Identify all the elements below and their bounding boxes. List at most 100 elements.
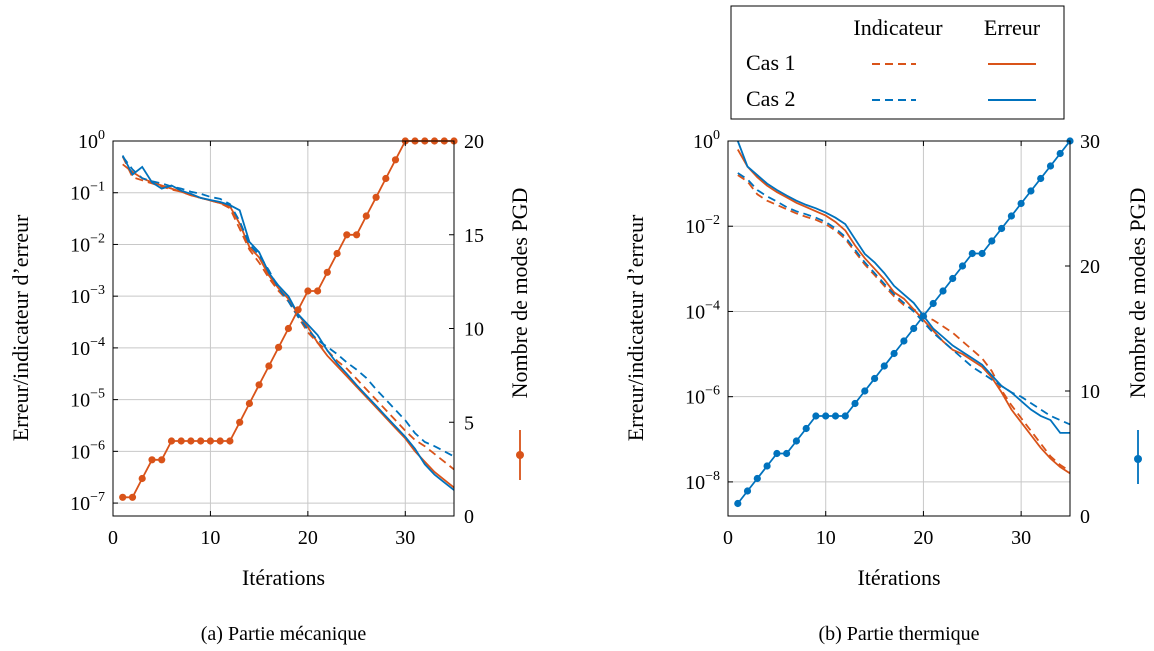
modes-marker — [792, 437, 801, 445]
y2-tick-label: 20 — [1080, 256, 1100, 278]
y2-tick-label: 0 — [464, 506, 474, 528]
y-tick-label: 100 — [78, 128, 105, 153]
modes-marker — [148, 456, 156, 464]
y2-tick-label: 5 — [464, 412, 474, 434]
modes-marker — [773, 449, 781, 458]
y-tick-label: 10−2 — [70, 231, 105, 256]
modes-marker — [255, 381, 263, 389]
axes-frame — [727, 140, 1071, 517]
y2-axis-label: Nombre de modes PGD — [507, 188, 532, 399]
legend: Indicateur Erreur Cas 1 Cas 2 — [730, 5, 1065, 120]
modes-marker — [871, 374, 879, 383]
modes-marker — [812, 412, 820, 420]
modes-marker — [314, 287, 322, 295]
series-error-cas1 — [737, 149, 1071, 475]
x-tick-label: 10 — [816, 527, 836, 549]
modes-marker — [1017, 199, 1025, 208]
modes-marker — [831, 412, 840, 420]
panel-mechanical: 0 10 20 3010010−110−210−310−410−510−610−705… — [8, 128, 532, 645]
x-tick-label: 30 — [1011, 527, 1031, 549]
y2-legend-marker — [1134, 455, 1142, 463]
series-error-cas2 — [736, 140, 1070, 434]
y-axis-label: Erreur/indicateur d’erreur — [8, 214, 33, 441]
modes-marker — [919, 312, 928, 320]
series-indicator-cas1 — [121, 156, 455, 471]
x-tick-label: 0 — [108, 527, 118, 549]
y2-tick-label: 30 — [1080, 131, 1100, 153]
modes-marker — [216, 437, 224, 445]
modes-marker — [265, 362, 273, 370]
legend-header-error: Erreur — [984, 15, 1041, 40]
modes-marker — [323, 268, 331, 276]
panel-thermal: 0 10 20 30 100 10−2 10−4 10−6 10−8 0 10 20 30 Itérat… — [623, 128, 1150, 645]
y2-tick-label: 0 — [1080, 506, 1090, 528]
modes-marker — [851, 399, 859, 408]
modes-marker — [939, 287, 947, 295]
plot-area — [119, 137, 458, 501]
modes-marker — [275, 343, 283, 351]
y-tick-label: 10−8 — [685, 469, 720, 494]
ticks: 0 10 20 30 100 10−2 10−4 10−6 10−8 0 10 20 30 — [685, 128, 1100, 549]
y-tick-label: 10−1 — [70, 180, 105, 205]
modes-marker — [119, 493, 127, 501]
modes-marker — [158, 456, 166, 464]
modes-marker — [1046, 162, 1055, 170]
modes-marker — [841, 412, 849, 420]
x-tick-label: 30 — [395, 527, 415, 549]
series-error-cas2 — [121, 155, 455, 491]
modes-marker — [343, 231, 351, 239]
modes-marker — [226, 437, 234, 445]
x-tick-label: 10 — [200, 527, 220, 549]
x-tick-label: 0 — [723, 527, 733, 549]
modes-marker — [197, 437, 205, 445]
y2-legend-marker — [516, 451, 524, 459]
legend-label-case1: Cas 1 — [746, 50, 796, 75]
series-indicator-cas1 — [737, 174, 1071, 473]
modes-marker — [1056, 149, 1064, 158]
modes-marker — [138, 474, 146, 483]
y-tick-label: 10−7 — [70, 490, 105, 515]
y-tick-label: 10−6 — [70, 438, 105, 463]
modes-marker — [206, 437, 214, 445]
modes-marker — [284, 324, 292, 333]
grid — [728, 141, 1070, 516]
y2-tick-label: 10 — [464, 319, 484, 341]
modes-marker — [861, 387, 869, 395]
modes-marker — [167, 437, 176, 445]
series-indicator-cas2 — [121, 155, 455, 458]
modes-marker — [382, 174, 390, 183]
y-tick-label: 10−6 — [685, 384, 720, 409]
y-axis-label: Erreur/indicateur d’erreur — [623, 214, 648, 441]
modes-marker — [372, 193, 380, 201]
modes-marker — [929, 299, 937, 308]
series-indicator-cas2 — [737, 172, 1071, 426]
x-tick-label: 20 — [913, 527, 933, 549]
modes-marker — [294, 306, 302, 314]
y2-tick-label: 10 — [1080, 381, 1100, 403]
modes-marker — [753, 474, 761, 483]
legend-label-case2: Cas 2 — [746, 86, 796, 111]
modes-marker — [333, 249, 341, 258]
y2-tick-label: 20 — [464, 131, 484, 153]
x-tick-label: 20 — [298, 527, 318, 549]
modes-marker — [910, 324, 918, 333]
modes-marker — [734, 499, 742, 508]
modes-marker — [304, 287, 312, 295]
y-tick-label: 10−3 — [70, 283, 105, 308]
modes-marker — [998, 224, 1006, 233]
modes-marker — [743, 487, 752, 495]
y-tick-label: 10−5 — [70, 387, 105, 412]
y2-tick-label: 15 — [464, 225, 484, 247]
legend-header-indicator: Indicateur — [853, 15, 943, 40]
modes-marker — [1027, 187, 1035, 195]
x-axis-label: Itérations — [242, 565, 325, 590]
y-tick-label: 10−2 — [685, 213, 720, 238]
modes-marker — [391, 156, 400, 164]
series-error-cas1 — [122, 163, 455, 489]
y-tick-label: 10−4 — [685, 298, 720, 323]
modes-marker — [763, 462, 771, 470]
modes-marker — [353, 231, 361, 239]
modes-marker — [245, 399, 253, 408]
y2-axis-legend — [1134, 430, 1142, 484]
